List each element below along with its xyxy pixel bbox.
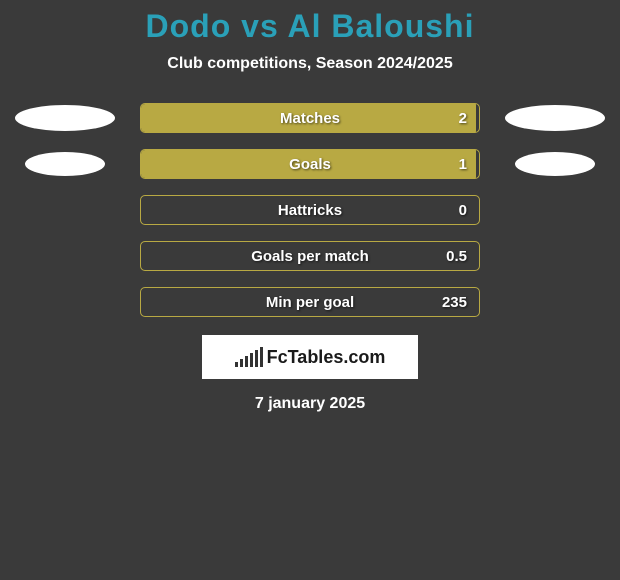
stat-value: 1 bbox=[459, 156, 467, 173]
stat-label: Matches bbox=[141, 110, 479, 127]
page-title: Dodo vs Al Baloushi bbox=[0, 8, 620, 45]
stat-label: Goals per match bbox=[141, 248, 479, 265]
logo-bar bbox=[235, 362, 238, 367]
logo-bar bbox=[250, 353, 253, 367]
stat-value: 0 bbox=[459, 202, 467, 219]
stat-row: Goals per match0.5 bbox=[0, 241, 620, 271]
player-ellipse-left bbox=[15, 105, 115, 131]
stat-bar: Hattricks0 bbox=[140, 195, 480, 225]
stat-bar: Goals1 bbox=[140, 149, 480, 179]
logo-text: FcTables.com bbox=[267, 347, 386, 368]
stat-row: Min per goal235 bbox=[0, 287, 620, 317]
stat-bar: Matches2 bbox=[140, 103, 480, 133]
stat-row: Matches2 bbox=[0, 103, 620, 133]
player-ellipse-right bbox=[515, 152, 595, 176]
logo-bar bbox=[240, 359, 243, 367]
stat-row: Goals1 bbox=[0, 149, 620, 179]
stat-value: 2 bbox=[459, 110, 467, 127]
stat-label: Min per goal bbox=[141, 294, 479, 311]
logo-chart-icon bbox=[235, 347, 263, 367]
stat-value: 235 bbox=[442, 294, 467, 311]
player-ellipse-left bbox=[25, 152, 105, 176]
right-ellipse-slot bbox=[500, 105, 610, 131]
player-ellipse-right bbox=[505, 105, 605, 131]
stat-label: Hattricks bbox=[141, 202, 479, 219]
stat-row: Hattricks0 bbox=[0, 195, 620, 225]
stat-bar: Goals per match0.5 bbox=[140, 241, 480, 271]
logo-bar bbox=[255, 350, 258, 367]
subtitle: Club competitions, Season 2024/2025 bbox=[0, 55, 620, 73]
logo-box: FcTables.com bbox=[202, 335, 418, 379]
logo-bar bbox=[245, 356, 248, 367]
left-ellipse-slot bbox=[10, 152, 120, 176]
left-ellipse-slot bbox=[10, 105, 120, 131]
right-ellipse-slot bbox=[500, 152, 610, 176]
date-label: 7 january 2025 bbox=[0, 395, 620, 413]
stat-label: Goals bbox=[141, 156, 479, 173]
stat-bar: Min per goal235 bbox=[140, 287, 480, 317]
logo-bar bbox=[260, 347, 263, 367]
stat-value: 0.5 bbox=[446, 248, 467, 265]
